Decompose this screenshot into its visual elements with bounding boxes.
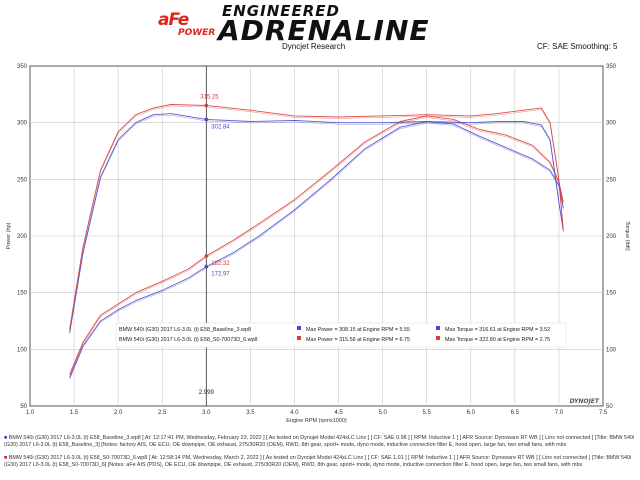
chart-header: aFe POWER ENGINEERED ADRENALINE Dyncjet …	[0, 0, 640, 56]
y-axis-label-right: Torque (lbft)	[624, 221, 630, 251]
x-axis-label: Engine RPM (rpmx1000)	[286, 418, 347, 424]
x-tick-label: 3.0	[202, 410, 211, 416]
y-tick-label-right: 50	[606, 404, 613, 410]
y-tick-label-right: 150	[606, 291, 617, 297]
y-tick-label-left: 200	[17, 234, 28, 240]
x-tick-label: 4.5	[334, 410, 343, 416]
y-tick-label-left: 300	[17, 121, 28, 127]
y-tick-label-right: 100	[606, 347, 617, 353]
series-line-torque-baseline-echo	[69, 114, 564, 334]
y-tick-label-left: 350	[17, 64, 28, 70]
x-tick-label: 6.0	[467, 410, 476, 416]
footer-note-baseline: ■ BMW 540i (G30) 2017 L6-3.0L (t) E58_Ba…	[4, 435, 636, 449]
legend-run-name: BMW 540i (G30) 2017 L6-3.0L (t) E58_Base…	[119, 327, 251, 333]
x-tick-label: 7.0	[555, 410, 564, 416]
legend-max-power: Max Power = 315.56 at Engine RPM = 6.75	[306, 337, 410, 343]
y-tick-label-right: 300	[606, 121, 617, 127]
x-tick-label: 5.5	[423, 410, 432, 416]
x-tick-label: 3.5	[246, 410, 255, 416]
legend-swatch-power	[297, 326, 301, 330]
y-tick-label-left: 150	[17, 291, 28, 297]
cursor-value-label: 172.97	[211, 272, 230, 278]
x-tick-label: 7.5	[599, 410, 608, 416]
x-tick-label: 2.0	[114, 410, 123, 416]
x-tick-label: 1.5	[70, 410, 79, 416]
legend-max-torque: Max Torque = 322.80 at Engine RPM = 2.75	[445, 337, 550, 343]
y-tick-label-left: 50	[20, 404, 27, 410]
cursor-marker	[204, 117, 209, 122]
y-tick-label-right: 250	[606, 177, 617, 183]
footer-text-baseline: BMW 540i (G30) 2017 L6-3.0L (t) E58_Base…	[4, 435, 635, 448]
dynojet-watermark: DYNOJET	[570, 398, 600, 405]
series-line-power-tuned-echo	[69, 117, 564, 376]
legend-run-name: BMW 540i (G30) 2017 L6-3.0L (t) E58_S0-7…	[119, 337, 258, 343]
x-tick-label: 1.0	[26, 410, 35, 416]
cursor-value-label: 315.25	[200, 94, 219, 100]
afe-power-logo: aFe POWER	[150, 8, 215, 40]
y-axis-label-left: Power (hp)	[6, 222, 12, 249]
rpm-cursor-label: 2.999	[199, 390, 215, 396]
legend-box	[115, 322, 567, 348]
y-tick-label-left: 250	[17, 177, 28, 183]
x-tick-label: 2.5	[158, 410, 167, 416]
footer-marker-baseline: ■	[4, 435, 9, 441]
legend-swatch-torque	[436, 326, 440, 330]
footer-marker-tuned: ■	[4, 455, 9, 461]
series-line-torque-tuned-echo	[69, 105, 564, 331]
footer-text-tuned: BMW 540i (G30) 2017 L6-3.0L (t) E58_S0-7…	[4, 455, 632, 468]
y-tick-label-right: 350	[606, 64, 617, 70]
y-tick-label-left: 100	[17, 347, 28, 353]
series-line-torque-tuned	[69, 104, 564, 329]
series-line-torque-baseline	[69, 113, 564, 333]
series-line-power-baseline-echo	[69, 122, 564, 380]
chart-subtitle: Dyncjet Research	[282, 42, 346, 51]
y-tick-label-right: 200	[606, 234, 617, 240]
cursor-marker	[204, 264, 209, 269]
series-line-power-tuned	[69, 115, 564, 375]
logo-text: aFe	[158, 10, 189, 30]
brand-tagline-top: ENGINEERED	[222, 2, 340, 20]
legend-swatch-torque	[436, 336, 440, 340]
x-tick-label: 4.0	[290, 410, 299, 416]
legend-max-torque: Max Torque = 316.61 at Engine RPM = 3.52	[445, 327, 550, 333]
logo-subtext: POWER	[178, 28, 216, 38]
cursor-marker	[204, 254, 209, 258]
legend-swatch-power	[297, 336, 301, 340]
footer-note-tuned: ■ BMW 540i (G30) 2017 L6-3.0L (t) E58_S0…	[4, 455, 636, 469]
x-tick-label: 6.5	[511, 410, 520, 416]
cursor-value-label: 182.32	[211, 261, 230, 267]
cursor-marker	[204, 103, 209, 108]
cursor-value-label: 302.84	[211, 124, 230, 130]
x-tick-label: 5.0	[378, 410, 387, 416]
chart-settings: CF: SAE Smoothing: 5	[537, 42, 618, 51]
series-line-power-baseline	[69, 121, 564, 378]
legend-max-power: Max Power = 308.15 at Engine RPM = 5.55	[306, 327, 410, 333]
brand-tagline-main: ADRENALINE	[218, 14, 430, 47]
